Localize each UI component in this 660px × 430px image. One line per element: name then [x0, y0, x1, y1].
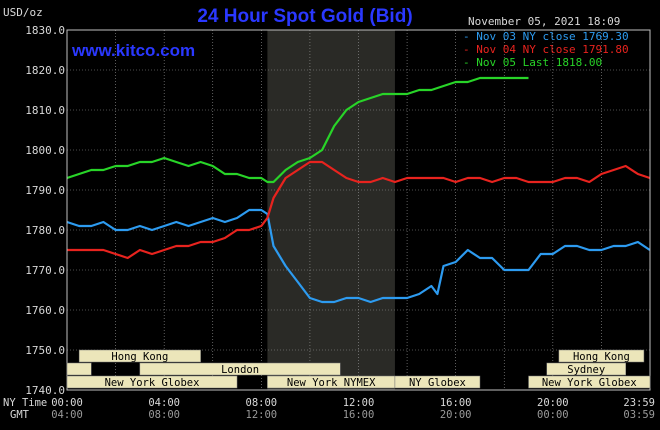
legend: - Nov 03 NY close 1769.30- Nov 04 NY clo… [463, 30, 629, 69]
nymex-session-shade [267, 30, 395, 390]
y-tick-label: 1770.0 [25, 264, 65, 277]
y-tick-label: 1820.0 [25, 64, 65, 77]
y-axis-tick-labels: 1740.0 1750.0 1760.0 1770.0 1780.0 1790.0 1800… [25, 24, 65, 397]
y-tick-label: 1740.0 [25, 384, 65, 397]
y-tick-label: 1810.0 [25, 104, 65, 117]
series-line [67, 160, 651, 260]
session-bar [558, 349, 645, 363]
session-bar [546, 362, 626, 376]
session-label: Hong Kong [573, 351, 630, 363]
price-series [66, 76, 651, 304]
ny-time-tick: 23:59 [623, 397, 655, 409]
session-bar [139, 362, 341, 376]
gmt-time-tick: 20:00 [440, 409, 472, 421]
y-tick-label: 1750.0 [25, 344, 65, 357]
series-line [66, 208, 651, 304]
ny-time-tick: 12:00 [343, 397, 375, 409]
ny-time-tick: 04:00 [148, 397, 180, 409]
ny-time-tick: 16:00 [440, 397, 472, 409]
gmt-time-tick: 12:00 [246, 409, 278, 421]
y-tick-label: 1780.0 [25, 224, 65, 237]
session-label: NY Globex [409, 377, 466, 389]
y-tick-label: 1760.0 [25, 304, 65, 317]
ny-time-tick: 00:00 [51, 397, 83, 409]
legend-item: - Nov 03 NY close 1769.30 [463, 30, 629, 43]
y-tick-label: 1790.0 [25, 184, 65, 197]
time-axis: NY TimeGMT00:0004:0004:0008:0008:0012:00… [3, 397, 655, 421]
unit-label: USD/oz [3, 6, 43, 19]
plot-frame [66, 29, 651, 391]
session-label: New York Globex [105, 377, 200, 389]
gmt-time-tick: 16:00 [343, 409, 375, 421]
ny-time-tick: 20:00 [537, 397, 569, 409]
session-label: Hong Kong [111, 351, 168, 363]
session-bar [394, 375, 481, 389]
chart-title: 24 Hour Spot Gold (Bid) [197, 6, 412, 27]
ny-time-tick: 08:00 [246, 397, 278, 409]
session-label: New York NYMEX [287, 377, 376, 389]
gmt-time-tick: 04:00 [51, 409, 83, 421]
session-bar [528, 375, 651, 389]
y-tick-label: 1830.0 [25, 24, 65, 37]
gmt-time-tick: 00:00 [537, 409, 569, 421]
ny-time-label: NY Time [3, 397, 47, 409]
session-label: Sydney [567, 364, 605, 376]
legend-item: - Nov 04 NY close 1791.80 [463, 43, 629, 56]
legend-item: - Nov 05 Last 1818.00 [463, 56, 602, 69]
session-bar [78, 349, 201, 363]
gmt-time-tick: 08:00 [148, 409, 180, 421]
session-label: London [221, 364, 259, 376]
gmt-label: GMT [10, 409, 30, 421]
watermark: www.kitco.com [71, 41, 195, 60]
session-bar [66, 375, 238, 389]
series-line [66, 76, 529, 184]
y-tick-label: 1800.0 [25, 144, 65, 157]
timestamp: November 05, 2021 18:09 [468, 15, 620, 28]
session-label: New York Globex [542, 377, 637, 389]
session-bar [66, 362, 92, 376]
gmt-time-tick: 03:59 [623, 409, 655, 421]
